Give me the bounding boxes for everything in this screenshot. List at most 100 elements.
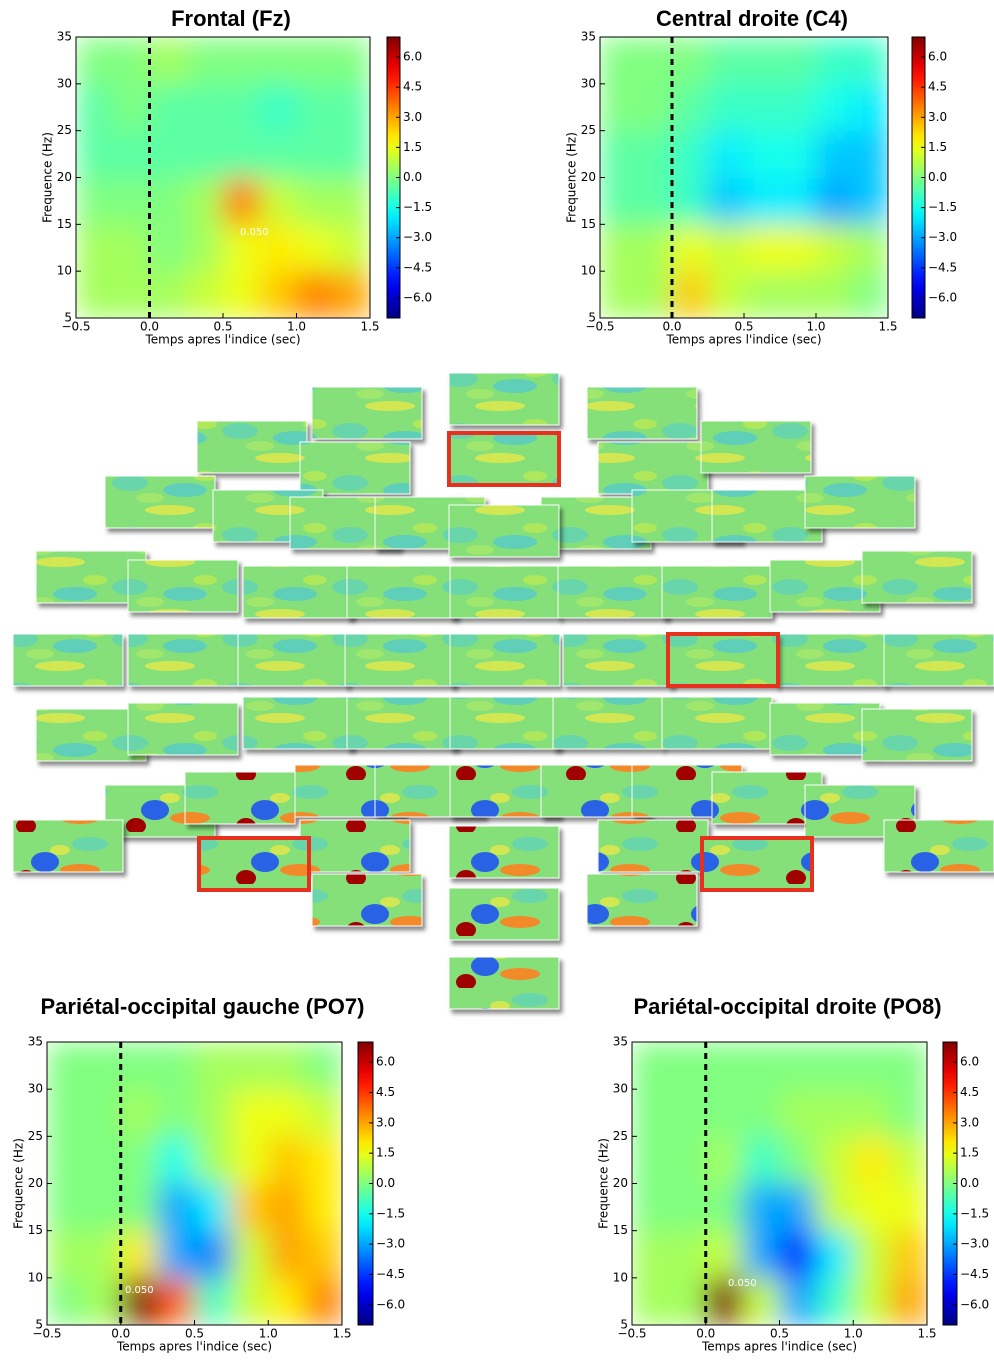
- heatmap-cell: [268, 1277, 306, 1326]
- heatmap-cell: [296, 224, 334, 272]
- y-tick-label: 30: [613, 1082, 628, 1096]
- colorbar-tick-label: −3.0: [376, 1237, 405, 1251]
- x-tick-label: 0.0: [140, 320, 159, 334]
- contour-label: 0.050: [240, 227, 269, 238]
- colorbar-tick-label: −4.5: [928, 260, 957, 274]
- electrode-panel: [449, 565, 561, 619]
- heatmap: [76, 37, 371, 319]
- heatmap-cell: [223, 83, 261, 132]
- heatmap-cell: [636, 177, 673, 225]
- heatmap-cell: [636, 37, 673, 85]
- heatmap-cell: [259, 37, 297, 85]
- heatmap-cell: [742, 1230, 780, 1279]
- y-tick-label: 35: [613, 1035, 628, 1049]
- heatmap-cell: [816, 177, 853, 225]
- heatmap-cell: [705, 1042, 744, 1090]
- electrode-panel: [242, 565, 354, 619]
- heatmap-cell: [668, 1230, 707, 1279]
- heatmap-cell: [333, 37, 371, 85]
- heatmap-cell: [890, 1089, 928, 1137]
- y-tick-label: 20: [57, 170, 72, 184]
- x-axis-label: Temps apres l'indice (sec): [665, 333, 821, 347]
- heatmap-cell: [708, 37, 745, 85]
- heatmap-cell: [705, 1277, 744, 1326]
- y-tick-label: 35: [581, 30, 596, 44]
- heatmap-cell: [632, 1183, 670, 1232]
- heatmap-cell: [231, 1277, 269, 1326]
- x-tick-label: 1.5: [332, 1327, 351, 1341]
- y-tick-label: 25: [28, 1129, 43, 1143]
- heatmap-cell: [816, 224, 853, 272]
- colorbar-tick-label: 6.0: [928, 50, 947, 64]
- y-tick-label: 10: [613, 1270, 628, 1284]
- heatmap-cell: [705, 1183, 744, 1232]
- heatmap-cell: [668, 1277, 707, 1326]
- y-tick-label: 15: [581, 217, 596, 231]
- heatmap-cell: [600, 83, 637, 132]
- heatmap-cell: [83, 1136, 122, 1184]
- x-tick-label: 1.0: [844, 1327, 863, 1341]
- heatmap-cell: [76, 224, 114, 272]
- colorbar-tick-label: 0.0: [928, 170, 947, 184]
- colorbar-tick-label: 6.0: [376, 1055, 395, 1069]
- y-tick-label: 5: [64, 311, 72, 325]
- heatmap-cell: [157, 1183, 195, 1232]
- heatmap-cell: [268, 1136, 306, 1184]
- heatmap-cell: [186, 224, 224, 272]
- heatmap-cell: [231, 1230, 269, 1279]
- heatmap-cell: [742, 1136, 780, 1184]
- heatmap-cell: [744, 37, 781, 85]
- heatmap-cell: [779, 1089, 817, 1137]
- heatmap-cell: [76, 271, 114, 319]
- heatmap-cell: [259, 130, 297, 178]
- colorbar-tick-label: 3.0: [376, 1115, 395, 1129]
- heatmap-cell: [149, 177, 187, 225]
- heatmap-cell: [672, 224, 709, 272]
- heatmap-cell: [231, 1136, 269, 1184]
- heatmap-cell: [231, 1089, 269, 1137]
- y-tick-label: 10: [57, 264, 72, 278]
- heatmap-cell: [816, 37, 853, 85]
- colorbar-tick-label: 6.0: [960, 1055, 979, 1069]
- heatmap: [632, 1042, 928, 1326]
- electrode-panel: [127, 633, 239, 687]
- colorbar-tick-label: −1.5: [928, 200, 957, 214]
- electrode-panel: [127, 702, 239, 756]
- colorbar-tick-label: −6.0: [403, 290, 432, 304]
- heatmap-cell: [305, 1042, 343, 1090]
- colorbar-tick-label: 1.5: [403, 140, 422, 154]
- heatmap-cell: [83, 1089, 122, 1137]
- heatmap-cell: [816, 130, 853, 178]
- electrode-panel: [299, 819, 411, 873]
- heatmap-cell: [705, 1136, 744, 1184]
- heatmap-cell: [157, 1042, 195, 1090]
- heatmap-cell: [194, 1277, 232, 1326]
- electrode-panel: [449, 696, 561, 750]
- electrode-panel: [661, 565, 773, 619]
- heatmap-cell: [672, 130, 709, 178]
- contour-label: 0.050: [125, 1285, 154, 1296]
- electrode-panel: [586, 386, 698, 440]
- heatmap-cell: [296, 130, 334, 178]
- chart-title: Central droite (C4): [656, 6, 848, 31]
- colorbar-tick-label: −1.5: [376, 1206, 405, 1220]
- heatmap-cell: [779, 1042, 817, 1090]
- colorbar-tick-label: 4.5: [376, 1085, 395, 1099]
- heatmap-cell: [852, 37, 889, 85]
- electrode-panel: [597, 819, 709, 873]
- electrode-panel: [775, 633, 887, 687]
- colorbar-tick-label: −1.5: [403, 200, 432, 214]
- colorbar-tick-label: −6.0: [928, 290, 957, 304]
- heatmap-cell: [668, 1136, 707, 1184]
- electrode-panel: [448, 504, 560, 558]
- y-tick-label: 5: [588, 311, 596, 325]
- heatmap-cell: [816, 1042, 854, 1090]
- heatmap-cell: [632, 1277, 670, 1326]
- heatmap-cell: [296, 271, 334, 319]
- chart-title: Pariétal-occipital droite (PO8): [633, 994, 941, 1019]
- y-tick-label: 10: [581, 264, 596, 278]
- heatmap-cell: [853, 1183, 891, 1232]
- heatmap-cell: [194, 1042, 232, 1090]
- y-tick-label: 5: [35, 1318, 43, 1332]
- electrode-panel: [804, 475, 916, 529]
